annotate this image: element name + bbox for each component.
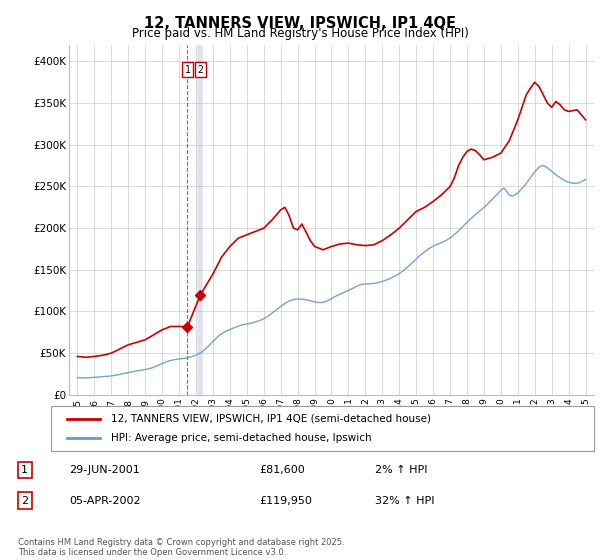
- Text: 2: 2: [21, 496, 28, 506]
- Text: £81,600: £81,600: [260, 465, 305, 475]
- Text: 05-APR-2002: 05-APR-2002: [70, 496, 141, 506]
- Text: HPI: Average price, semi-detached house, Ipswich: HPI: Average price, semi-detached house,…: [111, 433, 371, 444]
- Text: 1: 1: [21, 465, 28, 475]
- Text: Contains HM Land Registry data © Crown copyright and database right 2025.
This d: Contains HM Land Registry data © Crown c…: [18, 538, 344, 557]
- Text: £119,950: £119,950: [260, 496, 313, 506]
- Text: 32% ↑ HPI: 32% ↑ HPI: [375, 496, 434, 506]
- Text: Price paid vs. HM Land Registry's House Price Index (HPI): Price paid vs. HM Land Registry's House …: [131, 27, 469, 40]
- Text: 1: 1: [184, 65, 190, 75]
- Text: 2: 2: [197, 65, 203, 75]
- FancyBboxPatch shape: [51, 406, 594, 451]
- Text: 12, TANNERS VIEW, IPSWICH, IP1 4QE: 12, TANNERS VIEW, IPSWICH, IP1 4QE: [144, 16, 456, 31]
- Text: 12, TANNERS VIEW, IPSWICH, IP1 4QE (semi-detached house): 12, TANNERS VIEW, IPSWICH, IP1 4QE (semi…: [111, 413, 431, 423]
- Text: 2% ↑ HPI: 2% ↑ HPI: [375, 465, 427, 475]
- Text: 29-JUN-2001: 29-JUN-2001: [70, 465, 140, 475]
